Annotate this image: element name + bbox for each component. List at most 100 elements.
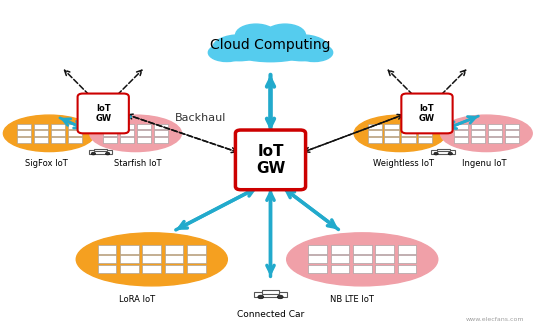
Bar [401,124,415,129]
Bar [98,245,116,253]
Ellipse shape [234,42,307,62]
Bar [120,131,134,136]
Bar [165,245,183,253]
Bar [471,137,485,143]
Bar [137,137,151,143]
Bar [437,149,450,151]
Bar [94,149,107,151]
Bar [353,245,372,253]
Bar [375,265,394,273]
Bar [51,124,65,129]
Bar [137,124,151,129]
Bar [398,255,416,263]
Ellipse shape [90,115,181,152]
Bar [418,137,432,143]
Text: Cloud Computing: Cloud Computing [210,39,331,53]
Bar [17,124,31,129]
Bar [454,137,468,143]
Bar [68,124,82,129]
Bar [17,137,31,143]
Ellipse shape [354,115,446,152]
Bar [488,124,502,129]
Text: IoT
GW: IoT GW [95,104,111,123]
Bar [17,131,31,136]
Text: Weightless IoT: Weightless IoT [373,159,434,168]
Bar [308,255,327,263]
Bar [154,131,168,136]
Bar [375,245,394,253]
Circle shape [105,152,110,155]
Bar [418,131,432,136]
FancyBboxPatch shape [401,94,453,133]
Bar [431,150,455,154]
Ellipse shape [275,35,328,61]
Bar [353,255,372,263]
Bar [454,131,468,136]
Text: SigFox IoT: SigFox IoT [25,159,68,168]
Bar [120,137,134,143]
FancyBboxPatch shape [77,94,129,133]
Text: IoT
GW: IoT GW [256,144,285,176]
Bar [89,150,113,154]
Bar [471,131,485,136]
Bar [142,255,161,263]
Circle shape [448,152,452,155]
Bar [367,124,381,129]
Bar [331,265,349,273]
Bar [385,124,399,129]
Bar [165,265,183,273]
Bar [254,292,287,297]
Bar [488,137,502,143]
Bar [34,131,48,136]
Bar [331,245,349,253]
Text: LoRA IoT: LoRA IoT [120,295,155,304]
Bar [488,131,502,136]
Bar [385,131,399,136]
Bar [401,137,415,143]
Text: Starfish IoT: Starfish IoT [114,159,162,168]
Ellipse shape [213,35,266,61]
Bar [120,265,139,273]
Ellipse shape [208,44,245,62]
Text: Ingenu IoT: Ingenu IoT [462,159,506,168]
Bar [51,137,65,143]
Bar [154,124,168,129]
Bar [353,265,372,273]
Bar [454,124,468,129]
Bar [505,124,519,129]
Circle shape [278,295,283,299]
Bar [187,265,206,273]
Ellipse shape [296,44,333,62]
Text: Backhaul: Backhaul [175,114,226,124]
Bar [367,131,381,136]
Ellipse shape [287,233,438,286]
Bar [142,265,161,273]
Bar [98,255,116,263]
Bar [103,131,117,136]
Bar [68,137,82,143]
FancyBboxPatch shape [235,130,306,190]
Bar [398,245,416,253]
Ellipse shape [76,233,227,286]
Bar [418,124,432,129]
Bar [51,131,65,136]
Ellipse shape [241,30,300,58]
Bar [187,255,206,263]
Bar [120,255,139,263]
Bar [137,131,151,136]
Bar [505,137,519,143]
Text: www.elecfans.com: www.elecfans.com [466,317,524,322]
Bar [401,131,415,136]
Ellipse shape [265,24,306,46]
Bar [154,137,168,143]
Bar [165,255,183,263]
Bar [398,265,416,273]
Bar [142,245,161,253]
Text: IoT
GW: IoT GW [419,104,435,123]
Bar [103,137,117,143]
Bar [505,131,519,136]
Bar [98,265,116,273]
Bar [331,255,349,263]
Bar [471,124,485,129]
Bar [375,255,394,263]
